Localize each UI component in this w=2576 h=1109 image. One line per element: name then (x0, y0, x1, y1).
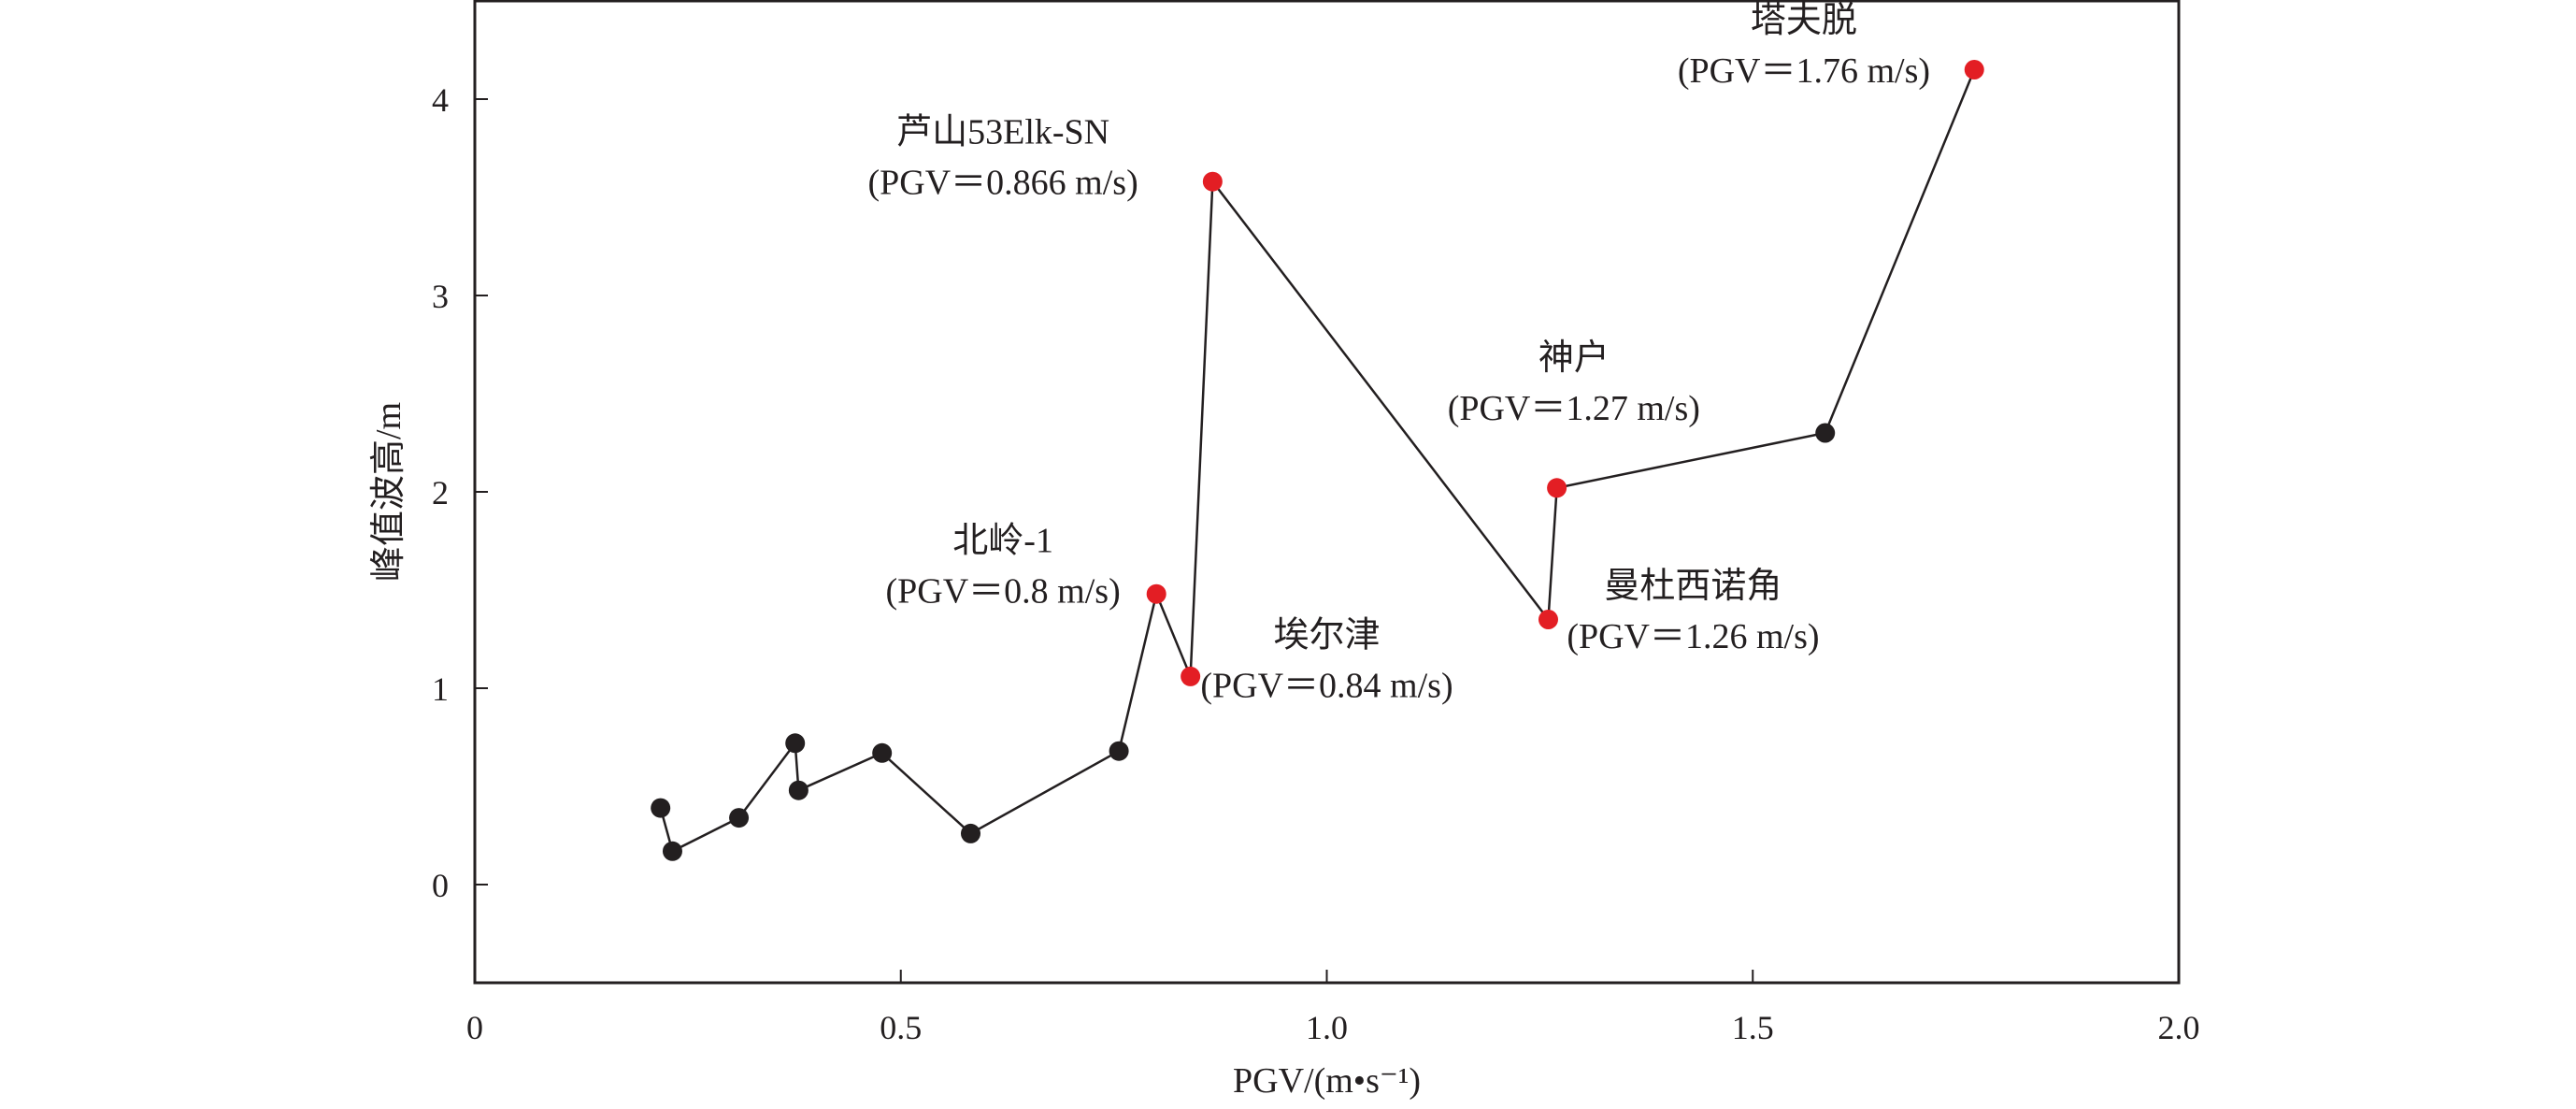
axes: 0 0.5 1.0 1.5 2.0 0 1 2 3 4 (432, 0, 2200, 1046)
data-point (729, 808, 750, 828)
y-tick-label: 1 (432, 670, 449, 708)
annotation-name: 塔夫脱 (1751, 1, 1857, 40)
data-point (872, 742, 893, 763)
annotation-pgv: (PGV＝0.8 m/s) (886, 572, 1121, 612)
y-tick-label: 2 (432, 474, 449, 511)
data-point (1109, 741, 1129, 761)
annotation-pgv: (PGV＝1.26 m/s) (1567, 617, 1819, 656)
annotation-pgv: (PGV＝1.27 m/s) (1448, 389, 1700, 428)
highlight-point (1181, 666, 1201, 686)
data-point (1815, 423, 1836, 443)
data-point (651, 798, 671, 818)
annotation-name: 神户 (1538, 338, 1610, 378)
x-tick-label: 1.0 (1306, 1009, 1348, 1046)
series-line (659, 69, 1976, 854)
annotation-name: 埃尔津 (1273, 615, 1380, 655)
x-tick-label: 2.0 (2158, 1009, 2200, 1046)
y-tick-label: 3 (432, 278, 449, 315)
highlight-point (1547, 478, 1567, 498)
annotation-pgv: (PGV＝0.866 m/s) (868, 164, 1138, 203)
data-point (662, 841, 682, 861)
highlight-point (1202, 171, 1223, 192)
y-tick-label: 0 (432, 867, 449, 904)
highlight-point (1146, 583, 1166, 604)
x-tick-label: 0 (466, 1009, 483, 1046)
highlight-point (1964, 60, 1984, 79)
x-tick-label: 1.5 (1732, 1009, 1774, 1046)
data-points (651, 60, 1984, 861)
annotation-pgv: (PGV＝1.76 m/s) (1678, 51, 1930, 91)
series-polyline (659, 69, 1976, 854)
highlight-point (1538, 610, 1558, 629)
annotation-name: 芦山53Elk-SN (896, 113, 1109, 152)
data-point (785, 733, 806, 754)
data-point (788, 780, 809, 800)
annotation-name: 北岭-1 (952, 522, 1053, 561)
y-axis-title: 峰值波高/m (369, 402, 408, 582)
x-tick-label: 0.5 (880, 1009, 922, 1046)
annotation-name: 曼杜西诺角 (1604, 567, 1782, 606)
x-axis-title: PGV/(m•s⁻¹) (1233, 1061, 1421, 1101)
plot-frame (473, 0, 2181, 985)
annotations: 北岭-1 (PGV＝0.8 m/s) 埃尔津 (PGV＝0.84 m/s) 芦山53El… (868, 1, 1931, 705)
y-tick-label: 4 (432, 81, 449, 119)
annotation-pgv: (PGV＝0.84 m/s) (1200, 666, 1453, 705)
data-point (960, 823, 980, 843)
